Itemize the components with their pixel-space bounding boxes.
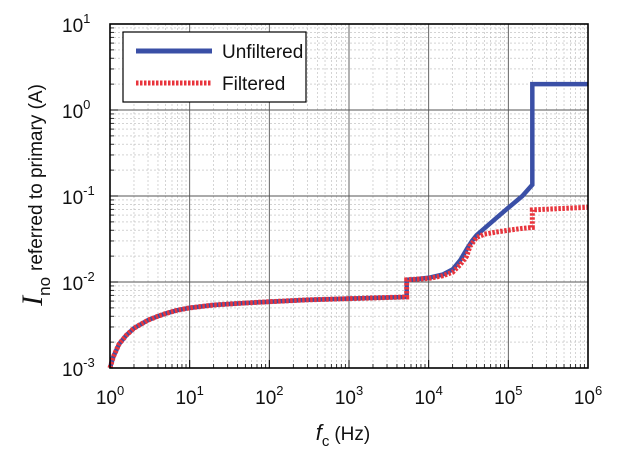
x-axis-label: fc (Hz) [316, 420, 371, 450]
x-tick-label: 102 [255, 383, 283, 409]
series-line-filtered [107, 204, 589, 369]
x-axis-subscript: c [322, 433, 330, 450]
legend: Unfiltered Filtered [122, 31, 307, 103]
x-tick-labels: 100 101 102 103 104 105 106 [96, 383, 602, 409]
legend-box [122, 31, 307, 103]
y-tick-label: 101 [62, 11, 90, 37]
x-axis-unit: (Hz) [334, 424, 370, 445]
x-tick-label: 103 [335, 383, 363, 409]
x-tick-label: 104 [414, 383, 442, 409]
y-tick-label: 10-3 [62, 355, 95, 381]
legend-label-unfiltered: Unfiltered [222, 42, 303, 63]
x-tick-label: 101 [175, 383, 203, 409]
y-axis-subscript: no [35, 277, 54, 296]
axis-ticks [109, 23, 589, 369]
y-axis-symbol: I [16, 294, 49, 307]
y-axis-label: Ino referred to primary (A) [16, 84, 54, 307]
y-axis-text: referred to primary (A) [26, 84, 47, 271]
y-tick-label: 10-2 [62, 269, 95, 295]
x-tick-label: 100 [96, 383, 124, 409]
legend-label-filtered: Filtered [222, 74, 285, 95]
x-tick-label: 106 [574, 383, 602, 409]
x-axis-symbol: f [316, 420, 325, 445]
y-tick-label: 10-1 [62, 183, 95, 209]
x-tick-label: 105 [494, 383, 522, 409]
series-layer [107, 81, 589, 369]
y-tick-labels: 10-3 10-2 10-1 100 101 [62, 11, 95, 381]
y-tick-label: 100 [62, 97, 90, 123]
